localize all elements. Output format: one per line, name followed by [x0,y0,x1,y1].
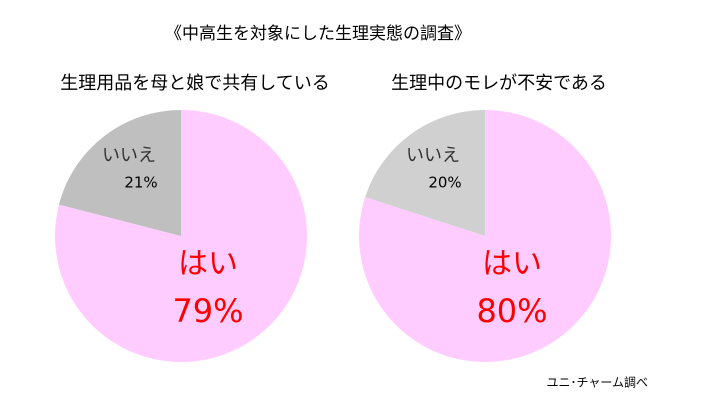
pie-slice [58,110,181,236]
value-label: 21% [124,174,157,192]
category-label: いいえ [102,145,156,166]
pie-slice [54,110,307,363]
pie-title: 生理用品を母と娘で共有している [60,73,329,94]
pie-slice [365,110,485,236]
value-label: 80% [476,292,547,330]
category-label: いいえ [406,145,460,166]
value-label: 20% [428,174,461,192]
pie-title: 生理中のモレが不安である [391,73,607,94]
source: ユニ･チャーム調べ [546,376,648,390]
category-label: はい [482,247,542,282]
chart-title: 《中高生を対象にした生理実態の調査》 [165,24,471,44]
value-label: 79% [172,292,243,330]
category-label: はい [178,247,238,282]
